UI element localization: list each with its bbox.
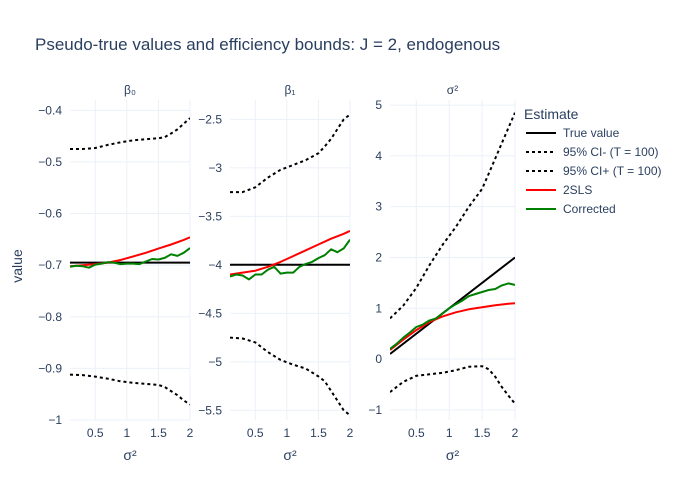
y-tick-label: −3 — [208, 161, 222, 175]
series-line-corrected — [390, 282, 515, 350]
y-tick-label: −0.7 — [38, 258, 62, 272]
y-tick-label: −2.5 — [198, 112, 222, 126]
legend-label: 95% CI- (T = 100) — [563, 145, 658, 159]
y-tick-label: −3.5 — [198, 209, 222, 223]
series-line-2sls — [390, 302, 515, 351]
x-axis-title: σ² — [283, 447, 297, 463]
subplot-title: σ² — [447, 83, 458, 97]
y-tick-label: −0.8 — [38, 310, 62, 324]
x-axis-title: σ² — [446, 447, 460, 463]
x-tick-label: 1.5 — [474, 426, 491, 440]
y-tick-label: −0.6 — [38, 207, 62, 221]
x-tick-label: 2 — [512, 426, 519, 440]
y-tick-label: −4 — [208, 258, 222, 272]
x-tick-label: 2 — [187, 426, 194, 440]
series-line-95-ci-t-100 — [70, 117, 190, 150]
subplot-beta1: 0.5 1 1.5 2 −5.5 −5 −4.5 −4 −3.5 −3 −2.5 β₁ σ² — [198, 83, 353, 463]
legend-label: Corrected — [563, 202, 616, 216]
legend-label: 95% CI+ (T = 100) — [563, 164, 662, 178]
y-tick-label: 5 — [375, 98, 382, 112]
subplot-title: β₀ — [124, 83, 136, 97]
y-tick-label: −0.9 — [38, 361, 62, 375]
subplots: 0.5 1 1.5 2−1−0.9−0.8−0.7−0.6−0.5−0.4β₀σ²0.… — [38, 83, 518, 463]
legend-label: True value — [563, 126, 620, 140]
x-tick-label: 2 — [347, 426, 354, 440]
series-line-95-ci-t-100 — [70, 373, 190, 406]
series-line-2sls — [230, 229, 350, 276]
y-tick-label: −5 — [208, 355, 222, 369]
x-tick-label: 1.5 — [310, 426, 327, 440]
x-tick-label: 0.5 — [408, 426, 425, 440]
x-tick-label: 0.5 — [247, 426, 264, 440]
series-line-2sls — [70, 236, 190, 268]
y-tick-label: −0.5 — [38, 155, 62, 169]
series-line-95-ci-t-100 — [230, 336, 350, 416]
series-line-corrected — [230, 239, 350, 281]
y-tick-label: −5.5 — [198, 403, 222, 417]
legend-item-true-value[interactable]: True value — [526, 126, 620, 140]
y-tick-label: −1 — [368, 403, 382, 417]
series-line-95-ci-t-100 — [230, 113, 350, 194]
y-tick-label: −1 — [48, 413, 62, 427]
x-tick-label: 1.5 — [150, 426, 167, 440]
x-axis-title: σ² — [123, 447, 137, 463]
y-tick-label: 1 — [375, 301, 382, 315]
subplot-beta0: 0.5 1 1.5 2 −1 −0.9 −0.8 −0.7 −0.6 −0.5 −0.4 β₀ σ² — [38, 83, 193, 463]
legend-title: Estimate — [524, 106, 579, 122]
series-line-corrected — [70, 247, 190, 269]
subplot-sigma2: 0.5 1 1.5 2 −1 0 1 2 3 4 5 σ² σ² — [368, 83, 518, 463]
series-line-95-ci-t-100 — [390, 365, 515, 405]
x-tick-label: 1 — [283, 426, 290, 440]
legend-item-95-ci-t-100[interactable]: 95% CI- (T = 100) — [526, 145, 658, 159]
legend-item-2sls[interactable]: 2SLS — [526, 183, 592, 197]
legend-item-95-ci-t-100[interactable]: 95% CI+ (T = 100) — [526, 164, 662, 178]
y-tick-label: 3 — [375, 200, 382, 214]
x-tick-label: 1 — [446, 426, 453, 440]
y-tick-label: 4 — [375, 149, 382, 163]
x-tick-label: 1 — [123, 426, 130, 440]
subplot-title: β₁ — [285, 83, 296, 97]
y-tick-label: 2 — [375, 250, 382, 264]
y-tick-label: 0 — [375, 352, 382, 366]
y-axis-title: value — [9, 249, 25, 283]
y-tick-label: −4.5 — [198, 306, 222, 320]
chart-title: Pseudo-true values and efficiency bounds… — [35, 35, 500, 54]
legend: Estimate True value 95% CI- (T = 100) 95% C… — [524, 106, 662, 216]
x-tick-label: 0.5 — [87, 426, 104, 440]
legend-item-corrected[interactable]: Corrected — [526, 202, 616, 216]
legend-label: 2SLS — [563, 183, 592, 197]
y-tick-label: −0.4 — [38, 103, 62, 117]
